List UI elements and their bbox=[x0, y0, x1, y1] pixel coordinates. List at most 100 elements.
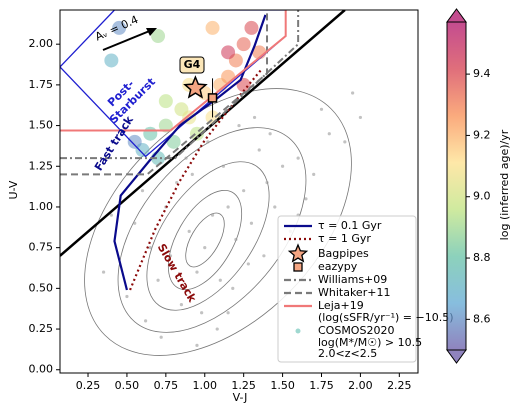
cosmos-point bbox=[343, 140, 347, 144]
colorbar-tick-label: 9.4 bbox=[473, 67, 491, 80]
legend-label: Williams+09 bbox=[318, 273, 387, 286]
legend-label: eazypy bbox=[318, 260, 358, 273]
x-tick-label: 1.25 bbox=[231, 379, 256, 392]
age-point bbox=[221, 45, 236, 60]
cosmos-point bbox=[358, 115, 363, 120]
cosmos-point bbox=[327, 132, 331, 136]
y-tick-label: 0.25 bbox=[29, 322, 54, 335]
cosmos-point bbox=[231, 286, 235, 290]
legend-label: Leja+19 bbox=[318, 299, 364, 312]
age-point bbox=[236, 37, 251, 52]
y-tick-label: 1.00 bbox=[29, 200, 54, 213]
legend-label: τ = 0.1 Gyr bbox=[318, 219, 382, 232]
plot-frame bbox=[59, 9, 419, 374]
slow-label: Slow track bbox=[155, 242, 199, 306]
age-point bbox=[104, 53, 119, 68]
x-tick-label: 2.00 bbox=[348, 379, 373, 392]
cosmos-point bbox=[195, 343, 199, 347]
cosmos-point bbox=[351, 91, 355, 95]
colorbar-tick-label: 9.2 bbox=[473, 128, 491, 141]
cosmos-point bbox=[215, 327, 219, 331]
age-point bbox=[151, 29, 166, 44]
av-arrowhead bbox=[146, 28, 157, 36]
g4-box bbox=[179, 56, 205, 74]
colorbar: 8.6 8.8 9.0 9.2 9.4 bbox=[446, 8, 491, 364]
colorbar-frame bbox=[446, 21, 467, 351]
cosmos-point bbox=[140, 189, 145, 193]
cosmos-point bbox=[144, 319, 148, 323]
legend-box bbox=[277, 215, 417, 363]
track-line bbox=[60, 10, 287, 132]
cosmos-point bbox=[273, 205, 277, 209]
cosmos-point bbox=[187, 229, 191, 233]
track-line bbox=[60, 10, 269, 176]
plot-area bbox=[60, 10, 363, 356]
cosmos-point bbox=[195, 270, 199, 274]
x-tick-label: 0.75 bbox=[154, 379, 179, 392]
legend-note: 2.0<z<2.5 bbox=[318, 347, 377, 360]
x-tick-label: 1.00 bbox=[193, 379, 218, 392]
cosmos-point bbox=[179, 303, 184, 307]
age-point bbox=[112, 20, 127, 35]
age-point bbox=[205, 20, 220, 35]
legend-swatch bbox=[295, 328, 301, 334]
track-line bbox=[113, 14, 267, 291]
cosmos-point bbox=[226, 311, 230, 315]
y-tick-label: 0.50 bbox=[29, 281, 54, 294]
y-tick-label: 1.50 bbox=[29, 119, 54, 132]
cosmos-point bbox=[234, 237, 238, 242]
cosmos-point bbox=[218, 278, 222, 282]
track-line bbox=[60, 10, 300, 160]
legend-note: log(M*/M☉) > 10.5 bbox=[318, 336, 422, 349]
colorbar-tick-label: 8.6 bbox=[473, 312, 491, 325]
cosmos-point bbox=[159, 335, 163, 339]
colorbar-top bbox=[446, 8, 467, 23]
x-tick-label: 2.25 bbox=[387, 379, 412, 392]
cosmos-point bbox=[242, 189, 246, 193]
y-tick-label: 0.00 bbox=[29, 363, 54, 376]
legend-label: τ = 1 Gyr bbox=[318, 232, 371, 245]
cosmos-point bbox=[226, 205, 230, 209]
cosmos-point bbox=[257, 148, 261, 152]
colorbar-label: log (inferred age)/yr bbox=[498, 129, 511, 240]
cosmos-point bbox=[190, 172, 194, 177]
x-axis-label: V-J bbox=[233, 391, 248, 404]
av-arrow bbox=[102, 29, 153, 51]
x-tick-label: 0.50 bbox=[115, 379, 140, 392]
cosmos-point bbox=[262, 254, 266, 258]
age-point bbox=[143, 126, 158, 141]
cosmos-point bbox=[200, 311, 204, 315]
cosmos-point bbox=[268, 132, 272, 136]
cosmos-point bbox=[312, 172, 316, 177]
x-tick-label: 0.25 bbox=[76, 379, 101, 392]
y-tick-label: 0.75 bbox=[29, 241, 54, 254]
colorbar-body bbox=[447, 22, 466, 350]
legend-swatch bbox=[287, 243, 309, 263]
cosmos-point bbox=[296, 156, 300, 160]
cosmos-point bbox=[246, 262, 250, 266]
cosmos-point bbox=[148, 246, 152, 250]
x-tick-label: 1.75 bbox=[309, 379, 334, 392]
colorbar-tick-label: 8.8 bbox=[473, 251, 491, 264]
legend-label: Whitaker+11 bbox=[318, 286, 390, 299]
legend-label: Bagpipes bbox=[318, 247, 369, 260]
cosmos-point bbox=[237, 123, 241, 128]
av-label: Aᵥ = 0.4 bbox=[93, 13, 140, 44]
y-tick-label: 2.00 bbox=[29, 37, 54, 50]
cosmos-point bbox=[252, 115, 257, 120]
y-tick-label: 1.25 bbox=[29, 159, 54, 172]
cosmos-point bbox=[101, 270, 106, 274]
age-point bbox=[158, 94, 173, 109]
y-tick-label: 1.75 bbox=[29, 78, 54, 91]
g4-label: G4 bbox=[184, 58, 201, 71]
cosmos-point bbox=[319, 107, 324, 111]
cosmos-point bbox=[109, 213, 113, 217]
age-point bbox=[244, 20, 259, 35]
eazypy-marker bbox=[207, 93, 218, 103]
y-axis-label: U-V bbox=[7, 180, 20, 199]
cosmos-point bbox=[203, 246, 207, 250]
cosmos-point bbox=[304, 197, 308, 201]
cosmos-point bbox=[249, 221, 254, 225]
x-tick-label: 1.50 bbox=[270, 379, 295, 392]
track-line bbox=[129, 69, 262, 291]
